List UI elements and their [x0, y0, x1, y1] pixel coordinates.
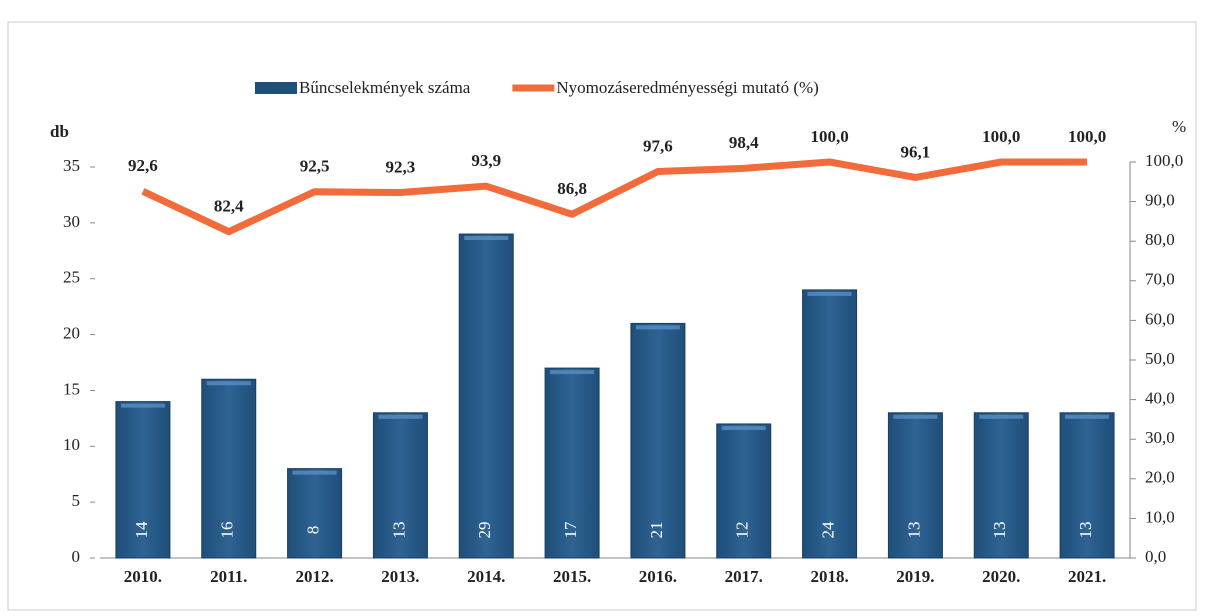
line-value-label: 92,3	[386, 157, 416, 176]
bar-cap	[206, 381, 251, 386]
bar	[201, 378, 257, 559]
bar-value-label: 16	[218, 522, 237, 539]
y2-tick-label: 50,0	[1145, 349, 1175, 368]
x-tick-label: 2010.	[124, 567, 162, 586]
y2-tick-label: 100,0	[1145, 151, 1183, 170]
x-tick-label: 2017.	[725, 567, 763, 586]
bar-cap	[464, 236, 509, 241]
x-tick-label: 2012.	[295, 567, 333, 586]
bar-value-label: 14	[132, 521, 151, 539]
bar-value-label: 13	[990, 522, 1009, 539]
line-value-label: 92,6	[128, 156, 158, 175]
line-value-label: 82,4	[214, 197, 244, 216]
line-value-label: 92,5	[300, 157, 330, 176]
bar-value-label: 13	[904, 522, 923, 539]
y2-tick-label: 40,0	[1145, 389, 1175, 408]
bar	[544, 367, 600, 559]
bar-cap	[807, 291, 852, 296]
y-tick-label: 10	[63, 435, 80, 454]
bar-value-label: 24	[818, 521, 837, 539]
bar-cap	[893, 414, 938, 419]
y2-tick-label: 90,0	[1145, 191, 1175, 210]
y-tick-label: 0	[72, 547, 81, 566]
y2-axis-label: %	[1172, 117, 1186, 136]
bar	[287, 468, 343, 559]
y-axis-label: db	[50, 122, 69, 141]
line	[141, 158, 1088, 236]
legend-swatch	[255, 82, 297, 94]
x-tick-label: 2020.	[982, 567, 1020, 586]
x-tick-label: 2013.	[381, 567, 419, 586]
x-tick-label: 2019.	[896, 567, 934, 586]
bar	[716, 423, 772, 559]
bar	[630, 322, 686, 559]
bar-cap	[635, 325, 680, 330]
y-tick-label: 35	[63, 156, 80, 175]
bar-value-label: 21	[647, 522, 666, 539]
line-value-label: 86,8	[557, 179, 587, 198]
bar-value-label: 12	[733, 522, 752, 539]
y-tick-label: 5	[72, 491, 81, 510]
line-value-label: 100,0	[810, 127, 848, 146]
x-tick-label: 2016.	[639, 567, 677, 586]
y2-tick-label: 80,0	[1145, 230, 1175, 249]
line-value-label: 97,6	[643, 136, 673, 155]
y2-tick-label: 10,0	[1145, 507, 1175, 526]
bar-value-label: 8	[303, 526, 322, 535]
bar	[802, 289, 858, 559]
x-tick-label: 2018.	[810, 567, 848, 586]
legend-label: Nyomozáseredményességi mutató (%)	[556, 78, 818, 97]
y2-tick-label: 0,0	[1145, 547, 1166, 566]
y2-tick-label: 30,0	[1145, 428, 1175, 447]
x-tick-label: 2014.	[467, 567, 505, 586]
y-tick-label: 15	[63, 379, 80, 398]
bar-cap	[721, 425, 766, 430]
bar	[1059, 412, 1115, 559]
bar-cap	[120, 403, 165, 408]
legend-label: Bűncselekmények száma	[299, 78, 471, 97]
bar	[458, 233, 514, 559]
bar	[973, 412, 1029, 559]
y-tick-label: 25	[63, 268, 80, 287]
bar-value-label: 29	[475, 522, 494, 539]
frame	[7, 21, 1197, 611]
bar	[887, 412, 943, 559]
x-tick-label: 2011.	[210, 567, 247, 586]
bar-value-label: 13	[389, 522, 408, 539]
y2-tick-label: 70,0	[1145, 270, 1175, 289]
bar-cap	[378, 414, 423, 419]
line-value-label: 96,1	[901, 142, 931, 161]
bar-cap	[292, 470, 337, 475]
bar	[115, 401, 171, 559]
bar-cap	[550, 370, 595, 375]
y2-tick-label: 20,0	[1145, 468, 1175, 487]
bar	[372, 412, 428, 559]
bar-value-label: 17	[561, 521, 580, 539]
bar-cap	[1065, 414, 1110, 419]
bar-cap	[979, 414, 1024, 419]
line-value-label: 93,9	[471, 151, 501, 170]
line-value-label: 100,0	[982, 127, 1020, 146]
line-value-label: 98,4	[729, 133, 759, 152]
line-value-label: 100,0	[1068, 127, 1106, 146]
y-tick-label: 20	[63, 323, 80, 342]
bar-value-label: 13	[1076, 522, 1095, 539]
y-tick-label: 30	[63, 212, 80, 231]
y2-tick-label: 60,0	[1145, 309, 1175, 328]
x-tick-label: 2021.	[1068, 567, 1106, 586]
x-tick-label: 2015.	[553, 567, 591, 586]
